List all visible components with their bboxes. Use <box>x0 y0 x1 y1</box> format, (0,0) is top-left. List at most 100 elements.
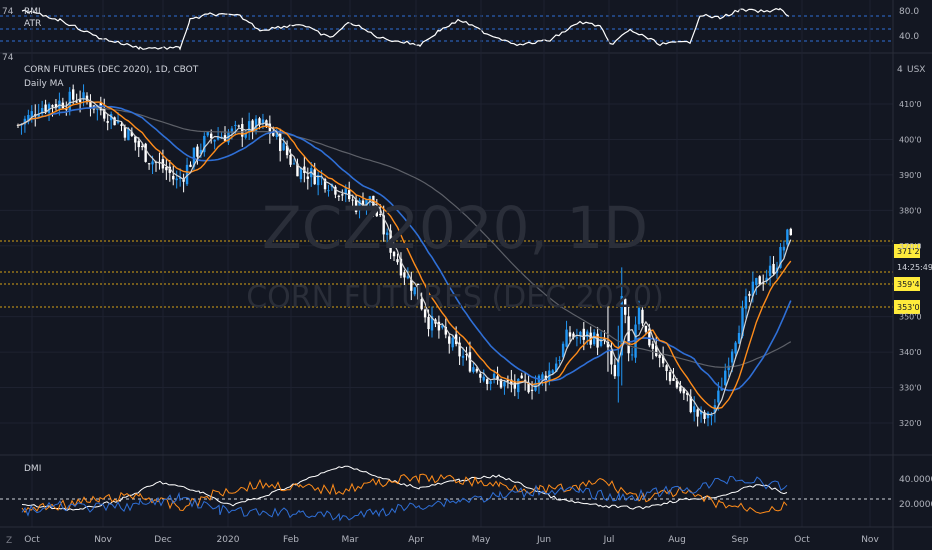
candle-body[interactable] <box>396 259 399 263</box>
candle-body[interactable] <box>703 412 706 419</box>
candle-body[interactable] <box>423 309 427 318</box>
candle-body[interactable] <box>323 179 327 190</box>
candle-body[interactable] <box>755 278 758 285</box>
candle-body[interactable] <box>582 328 585 340</box>
candle-body[interactable] <box>751 281 755 297</box>
candle-body[interactable] <box>151 161 154 165</box>
candle-body[interactable] <box>185 164 189 185</box>
candle-body[interactable] <box>417 283 420 300</box>
candle-body[interactable] <box>189 164 192 167</box>
candle-body[interactable] <box>637 307 641 325</box>
candle-body[interactable] <box>351 199 354 201</box>
candle-body[interactable] <box>744 296 748 309</box>
candle-body[interactable] <box>782 246 786 251</box>
candle-body[interactable] <box>634 324 637 358</box>
candle-body[interactable] <box>472 367 475 372</box>
candle-body[interactable] <box>496 376 499 380</box>
candle-body[interactable] <box>265 120 268 127</box>
candle-body[interactable] <box>258 118 261 126</box>
candle-body[interactable] <box>113 117 116 126</box>
candle-body[interactable] <box>786 229 789 245</box>
candle-body[interactable] <box>579 331 582 337</box>
candle-body[interactable] <box>40 107 44 114</box>
candle-body[interactable] <box>44 104 47 112</box>
candle-body[interactable] <box>689 396 692 413</box>
candle-body[interactable] <box>251 120 254 132</box>
main-price-panel[interactable] <box>0 0 893 527</box>
candle-body[interactable] <box>644 325 648 332</box>
candle-body[interactable] <box>144 143 147 162</box>
candle-body[interactable] <box>203 135 206 153</box>
candle-body[interactable] <box>27 115 30 122</box>
candle-body[interactable] <box>479 373 482 378</box>
candle-body[interactable] <box>762 282 765 284</box>
candle-body[interactable] <box>527 382 530 393</box>
candle-body[interactable] <box>427 316 430 330</box>
candle-body[interactable] <box>313 169 316 185</box>
candle-body[interactable] <box>558 359 561 361</box>
candle-body[interactable] <box>651 343 654 349</box>
candle-body[interactable] <box>289 155 292 165</box>
candle-body[interactable] <box>520 375 523 379</box>
candle-body[interactable] <box>406 276 410 279</box>
candle-body[interactable] <box>617 358 620 377</box>
candle-body[interactable] <box>244 133 247 138</box>
candle-body[interactable] <box>37 114 40 117</box>
candle-body[interactable] <box>89 101 92 109</box>
candle-body[interactable] <box>568 332 572 337</box>
candle-body[interactable] <box>141 146 144 148</box>
candle-body[interactable] <box>599 338 603 346</box>
candle-body[interactable] <box>354 199 358 212</box>
candle-body[interactable] <box>392 251 396 257</box>
candle-body[interactable] <box>661 356 665 364</box>
candle-body[interactable] <box>737 332 741 344</box>
candle-body[interactable] <box>530 389 534 391</box>
candle-body[interactable] <box>165 167 168 171</box>
candle-body[interactable] <box>610 350 613 365</box>
dmi-minus-line[interactable] <box>21 475 788 522</box>
candle-body[interactable] <box>382 215 385 235</box>
candle-body[interactable] <box>368 196 372 201</box>
candle-body[interactable] <box>655 345 658 356</box>
candle-body[interactable] <box>192 147 196 167</box>
candle-body[interactable] <box>565 329 568 347</box>
candle-body[interactable] <box>492 373 496 379</box>
candle-body[interactable] <box>237 125 240 127</box>
candle-body[interactable] <box>134 136 137 143</box>
candle-body[interactable] <box>624 298 627 315</box>
candle-body[interactable] <box>420 299 423 310</box>
rmi-panel[interactable] <box>0 7 893 51</box>
candle-body[interactable] <box>241 124 244 137</box>
candle-body[interactable] <box>551 370 554 374</box>
candle-body[interactable] <box>230 128 234 133</box>
candle-body[interactable] <box>320 177 323 179</box>
candle-body[interactable] <box>247 121 251 133</box>
candle-body[interactable] <box>116 121 120 123</box>
candle-body[interactable] <box>292 163 296 165</box>
candle-body[interactable] <box>316 175 320 186</box>
candle-body[interactable] <box>334 186 337 195</box>
candle-body[interactable] <box>47 104 51 113</box>
candle-body[interactable] <box>30 111 33 118</box>
candle-body[interactable] <box>489 381 492 384</box>
candle-body[interactable] <box>51 105 54 107</box>
candle-body[interactable] <box>727 365 730 371</box>
ma-fast-line[interactable] <box>17 98 792 416</box>
candle-body[interactable] <box>734 342 737 354</box>
candle-body[interactable] <box>254 118 258 131</box>
candle-body[interactable] <box>123 126 127 138</box>
candle-body[interactable] <box>106 121 109 123</box>
candle-body[interactable] <box>513 381 516 389</box>
candle-body[interactable] <box>127 128 130 141</box>
candle-body[interactable] <box>686 392 689 395</box>
rmi-line[interactable] <box>21 7 790 51</box>
candle-body[interactable] <box>275 131 278 137</box>
candle-body[interactable] <box>23 118 27 125</box>
candle-body[interactable] <box>399 258 403 276</box>
candle-body[interactable] <box>789 228 792 236</box>
price-axis[interactable]: 410'0 400'0 390'0 380'0 370'0 350'0 340'0 330'0… <box>899 100 922 428</box>
candle-body[interactable] <box>120 124 123 126</box>
candle-body[interactable] <box>706 412 710 419</box>
candle-body[interactable] <box>468 352 472 372</box>
candle-body[interactable] <box>137 140 140 148</box>
